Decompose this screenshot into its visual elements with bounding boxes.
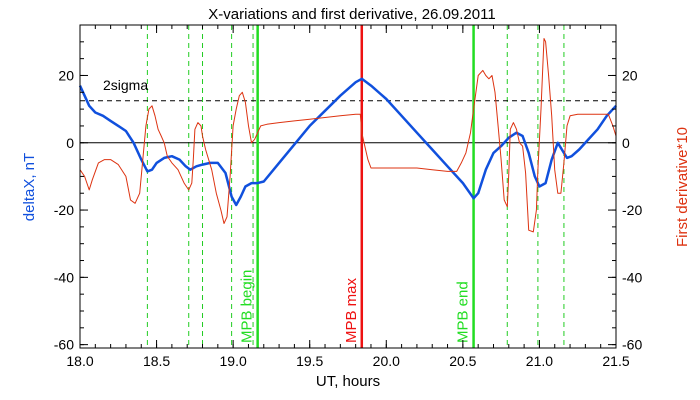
- y-tick-label-left: -60: [54, 337, 74, 353]
- chart-title: X-variations and first derivative, 26.09…: [208, 6, 495, 23]
- mpb-marker-label: MPB max: [343, 277, 360, 343]
- y-axis-label-left: deltaX, nT: [21, 153, 38, 221]
- x-tick-label: 21.0: [526, 353, 553, 369]
- deltax-line: [78, 77, 617, 207]
- marker-layer: MPB begin MPB max MPB end: [80, 25, 616, 348]
- y-tick-label-left: -20: [54, 202, 74, 218]
- y-tick-label-right: 0: [622, 135, 630, 151]
- tick-layer: 18.0 18.5 19.0 19.5 20.0 20.5 21.0 21.5-60 -60-4…: [54, 25, 642, 369]
- x-tick-label: 18.0: [66, 353, 93, 369]
- x-tick-label: 20.5: [449, 353, 476, 369]
- y-tick-label-right: 20: [622, 67, 638, 83]
- plot-frame: [79, 24, 617, 349]
- x-tick-label: 20.0: [373, 353, 400, 369]
- derivative-line: [79, 38, 617, 233]
- y-tick-label-left: -40: [54, 269, 74, 285]
- x-tick-label: 19.0: [220, 353, 247, 369]
- x-tick-label: 18.5: [143, 353, 170, 369]
- x-tick-label: 19.5: [296, 353, 323, 369]
- x-axis-label: UT, hours: [316, 373, 380, 390]
- y-axis-label-right: First derivative*10: [674, 127, 691, 247]
- mpb-marker-label: MPB end: [455, 281, 472, 343]
- y-tick-label-right: -40: [622, 269, 642, 285]
- x-tick-label: 21.5: [602, 353, 629, 369]
- y-tick-label-right: -60: [622, 337, 642, 353]
- y-tick-label-left: 20: [58, 67, 74, 83]
- series-layer: [78, 38, 617, 233]
- mpb-marker-label: MPB begin: [239, 270, 256, 343]
- y-tick-label-right: -20: [622, 202, 642, 218]
- sigma-label: 2sigma: [103, 77, 148, 93]
- y-tick-label-left: 0: [66, 135, 74, 151]
